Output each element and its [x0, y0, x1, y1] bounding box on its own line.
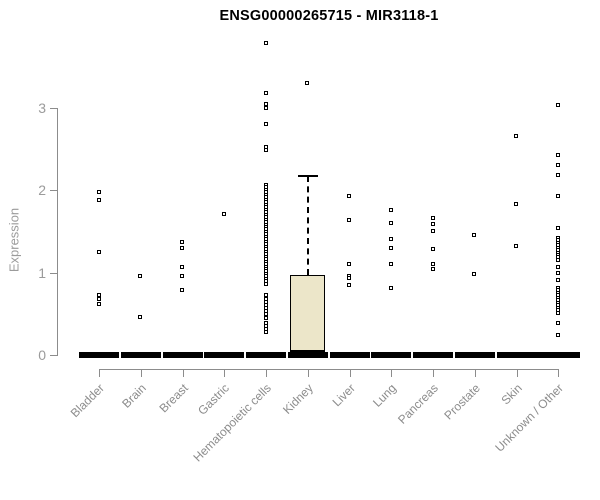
data-point	[263, 41, 268, 46]
y-tick-label: 1	[38, 264, 46, 281]
data-point	[263, 90, 268, 95]
y-tick-label: 3	[38, 100, 46, 116]
data-point	[96, 190, 101, 195]
zero-cluster-bar	[162, 352, 203, 359]
data-point	[138, 314, 143, 319]
data-point	[96, 249, 101, 254]
data-point	[347, 194, 351, 199]
zero-cluster-bar	[246, 352, 286, 359]
data-point	[180, 264, 184, 269]
box-whisker	[306, 176, 309, 276]
data-point	[555, 173, 560, 178]
data-point	[263, 121, 268, 126]
data-point	[305, 80, 310, 85]
zero-cluster-bar	[413, 352, 453, 359]
data-point	[555, 264, 560, 269]
data-point	[555, 225, 560, 230]
y-axis-tick	[50, 108, 57, 109]
data-point	[347, 283, 351, 288]
data-point	[263, 330, 268, 335]
data-point	[388, 285, 393, 290]
data-point	[263, 105, 268, 110]
data-point	[347, 262, 351, 267]
data-point	[180, 239, 184, 244]
data-point	[430, 215, 435, 220]
x-axis-tick	[307, 368, 309, 377]
y-axis-tick	[50, 272, 57, 274]
data-point	[555, 257, 560, 262]
x-axis-tick	[558, 368, 560, 377]
data-point	[263, 315, 268, 320]
data-point	[96, 297, 101, 302]
data-point	[263, 281, 268, 286]
data-point	[430, 229, 435, 234]
chart-title: ENSG00000265715 - MIR3118-1	[219, 8, 439, 24]
y-tick-label: 2	[38, 182, 46, 199]
data-point	[180, 274, 184, 279]
zero-cluster-bar	[120, 352, 161, 359]
x-axis-tick	[349, 368, 351, 377]
x-axis-tick	[266, 368, 267, 377]
data-point	[555, 332, 560, 337]
data-point	[96, 197, 101, 202]
data-point	[514, 133, 518, 138]
data-point	[347, 276, 351, 281]
y-axis-tick	[50, 355, 57, 357]
data-point	[555, 103, 560, 108]
data-point	[96, 301, 101, 306]
data-point	[138, 274, 143, 279]
data-point	[430, 247, 435, 252]
x-axis-tick	[474, 368, 476, 377]
zero-cluster-bar	[496, 352, 537, 359]
data-point	[555, 320, 560, 325]
data-point	[472, 271, 477, 276]
data-point	[96, 293, 101, 298]
data-point	[388, 262, 393, 267]
y-tick-label: 0	[38, 347, 46, 364]
x-axis-tick	[182, 368, 184, 377]
y-axis-tick	[50, 190, 57, 192]
data-point	[430, 221, 435, 226]
data-point	[555, 277, 560, 282]
y-axis-label: Expression	[6, 207, 22, 273]
zero-cluster-bar	[329, 352, 370, 359]
data-point	[388, 207, 393, 212]
x-axis-tick	[391, 368, 393, 377]
x-axis-tick	[516, 368, 518, 377]
x-axis-tick	[433, 368, 434, 377]
data-point	[555, 163, 560, 168]
data-point	[514, 201, 518, 206]
box-whisker-cap	[297, 175, 318, 178]
data-point	[388, 236, 393, 241]
zero-cluster-bar	[79, 352, 119, 359]
data-point	[180, 287, 184, 292]
x-axis	[99, 368, 560, 370]
data-point	[555, 310, 560, 315]
zero-cluster-bar	[204, 352, 245, 359]
data-point	[430, 267, 435, 271]
x-axis-tick	[224, 368, 226, 377]
data-point	[221, 211, 226, 216]
x-axis-tick	[140, 368, 142, 377]
data-point	[555, 153, 560, 158]
data-point	[263, 148, 268, 153]
box-plot	[290, 275, 326, 353]
y-axis	[57, 108, 58, 357]
data-point	[388, 246, 393, 251]
data-point	[472, 233, 477, 238]
zero-cluster-bar	[454, 352, 495, 359]
x-axis-tick	[99, 368, 100, 377]
data-point	[430, 262, 435, 267]
zero-cluster-bar	[536, 352, 581, 359]
zero-cluster-bar	[287, 352, 328, 359]
data-point	[555, 271, 560, 276]
data-point	[388, 220, 393, 225]
data-point	[555, 193, 560, 198]
zero-cluster-bar	[371, 352, 412, 359]
data-point	[180, 245, 184, 250]
data-point	[347, 217, 351, 222]
data-point	[514, 243, 518, 248]
